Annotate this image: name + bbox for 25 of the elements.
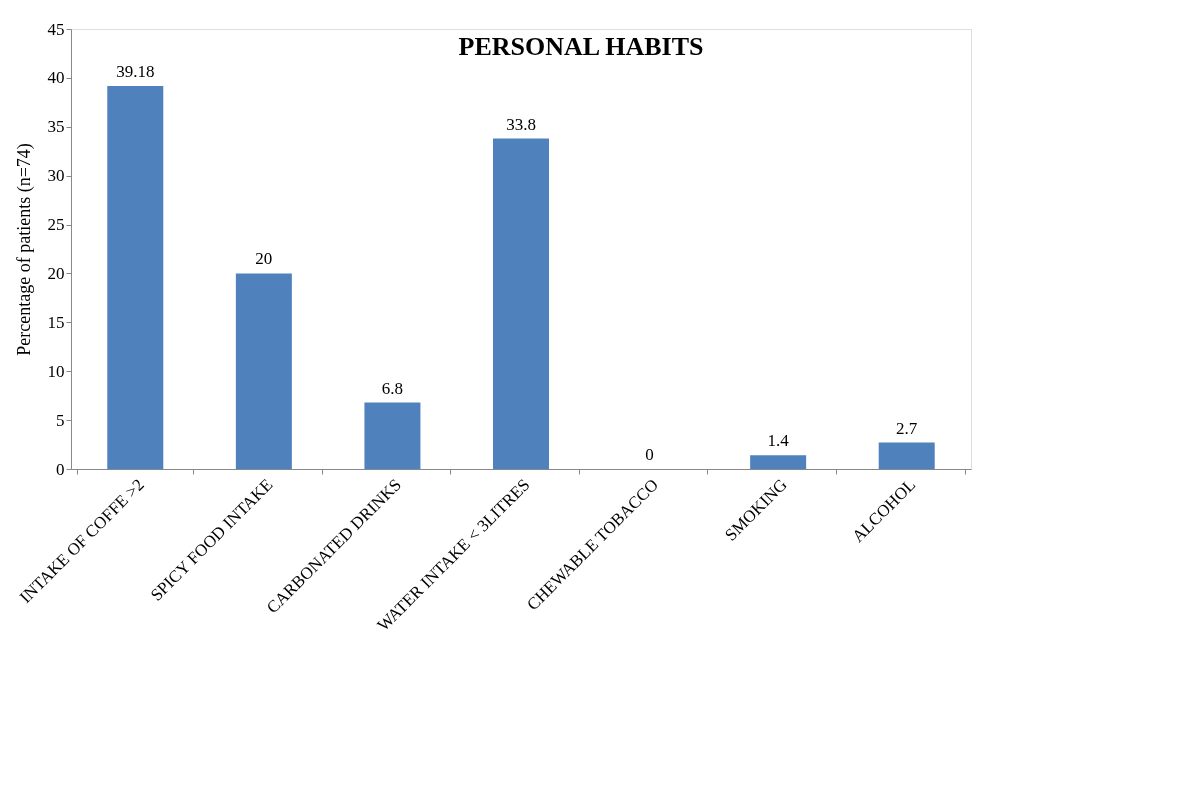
bar	[364, 402, 421, 469]
data-label: 0	[645, 445, 654, 464]
bar	[107, 85, 164, 469]
bar	[750, 455, 807, 469]
y-tick-label: 20	[47, 263, 65, 283]
data-label: 33.8	[506, 114, 536, 134]
bar	[235, 273, 292, 469]
y-axis-title: Percentage of patients (n=74)	[13, 143, 35, 356]
data-label: 2.7	[896, 418, 918, 438]
y-tick-label: 10	[47, 361, 65, 381]
y-tick-label: 35	[47, 117, 65, 137]
data-label: 20	[255, 249, 273, 269]
chart-title: PERSONAL HABITS	[458, 32, 704, 61]
data-label: 1.4	[767, 431, 790, 451]
y-tick-label: 25	[47, 215, 65, 235]
y-tick-label: 0	[56, 459, 65, 479]
data-label: 6.8	[381, 378, 404, 398]
y-tick-label: 5	[56, 410, 65, 430]
y-tick-label: 45	[47, 19, 65, 39]
bar	[878, 442, 935, 469]
bar	[493, 138, 549, 469]
y-tick-label: 40	[47, 68, 65, 88]
data-label: 39.18	[116, 61, 155, 81]
y-tick-label: 15	[47, 312, 65, 332]
y-tick-label: 30	[47, 166, 65, 186]
